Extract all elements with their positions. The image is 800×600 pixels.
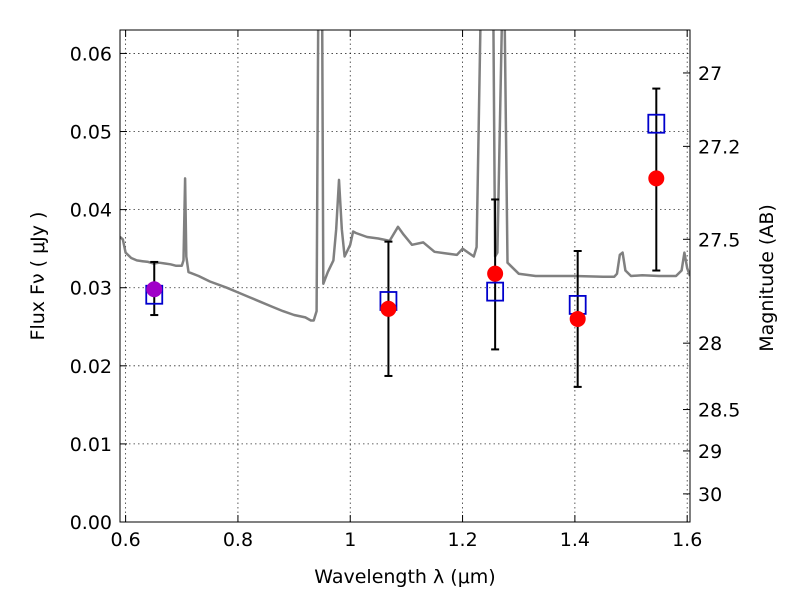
mag-tick-label: 27.5: [698, 229, 740, 251]
mag-tick-label: 28.5: [698, 400, 740, 422]
y-tick-label: 0.03: [70, 278, 112, 300]
y-tick-label: 0.00: [70, 512, 112, 534]
mag-tick-label: 28: [698, 333, 722, 355]
plot-frame: [119, 29, 691, 523]
y-axis-label: Flux Fν ( μJy ): [27, 212, 49, 341]
y-tick-label: 0.06: [70, 43, 112, 65]
model-spectrum-line: [120, 30, 690, 322]
x-tick-label: 1.6: [672, 529, 702, 551]
y-tick-label: 0.01: [70, 434, 112, 456]
model-box-marker: [647, 113, 666, 134]
x-axis-label: Wavelength λ (μm): [314, 566, 495, 588]
x-tick-label: 0.6: [111, 529, 141, 551]
observed-point: [380, 300, 397, 317]
mag-tick-label: 30: [698, 484, 722, 506]
x-tick-label: 1.4: [560, 529, 590, 551]
x-tick-label: 1: [344, 529, 356, 551]
mag-tick-label: 29: [698, 441, 722, 463]
right-axis-label: Magnitude (AB): [756, 204, 778, 352]
observed-point: [146, 281, 163, 298]
y-tick-label: 0.04: [70, 200, 112, 222]
observed-point: [648, 170, 665, 187]
y-tick-label: 0.02: [70, 356, 112, 378]
model-box-marker: [486, 281, 505, 302]
mag-tick-label: 27.2: [698, 136, 740, 158]
mag-tick-label: 27: [698, 63, 722, 85]
observed-point: [569, 310, 586, 327]
x-tick-label: 0.8: [223, 529, 253, 551]
observed-point: [487, 265, 504, 282]
axis-ticks: 0.6 0.8 1 1.2 1.4 1.6 0.00 0.01 0.02 0.03 0.04 0.05…: [70, 30, 740, 551]
y-tick-label: 0.05: [70, 122, 112, 144]
plot-area: [120, 30, 690, 388]
x-tick-label: 1.2: [447, 529, 477, 551]
